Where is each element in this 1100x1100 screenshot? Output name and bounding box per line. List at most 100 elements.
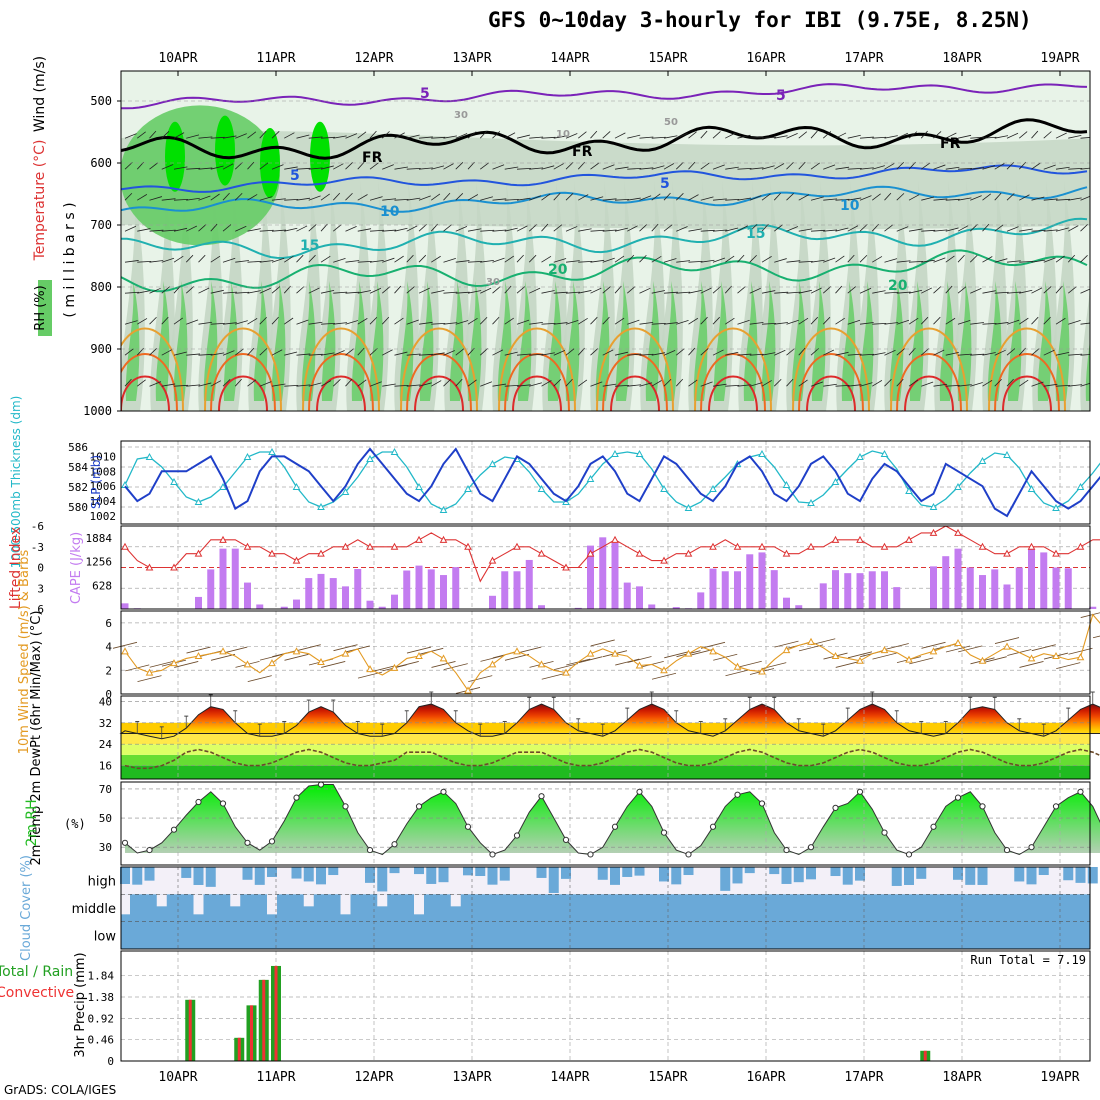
wind-barb: [1031, 259, 1046, 263]
wind-barb: [1043, 131, 1052, 139]
temperature-label: Temperature (°C): [32, 140, 48, 262]
wind-barb: [602, 229, 617, 232]
cape-bar: [893, 587, 901, 609]
cloud-mid-gap: [303, 894, 314, 907]
precip-tick: 1.38: [88, 991, 115, 1004]
wind-barb: [124, 260, 139, 263]
rh2m-line-marker: [268, 838, 276, 845]
rh2m-line-marker: [856, 788, 864, 795]
wind-barb: [761, 193, 771, 201]
wind-barb: [296, 286, 305, 294]
precip-conv-bar: [923, 1050, 927, 1061]
wind-barb: [847, 225, 859, 232]
cloud-high-bar: [1075, 867, 1086, 883]
wind-barb: [749, 167, 764, 170]
precip-legend-conv: Convective: [0, 985, 74, 1001]
wind-barb: [578, 131, 587, 139]
temp-arch: [316, 375, 366, 411]
wind-barb-10m: [406, 646, 432, 654]
wind-barb: [872, 165, 885, 170]
wind-barb: [357, 347, 365, 356]
wind-barb: [149, 287, 161, 294]
wind-barb: [627, 353, 642, 356]
wind-barb: [455, 193, 464, 201]
wind-barb: [333, 135, 347, 139]
wind-barb: [161, 229, 176, 232]
cape-bar: [329, 578, 337, 609]
wind-barb: [578, 290, 592, 294]
lifted-index-line-marker: [1027, 542, 1036, 550]
wind-speed-line-marker: [929, 647, 938, 655]
rh2m-line-marker: [342, 803, 349, 810]
wind-barb: [896, 378, 904, 387]
lifted-index-line-marker: [758, 542, 766, 550]
cape-bar: [1003, 584, 1011, 609]
wind-barb: [957, 353, 972, 356]
cloud-high-bar: [365, 867, 375, 883]
cloud-high-bar: [414, 867, 424, 875]
lifted-index-line-marker: [341, 542, 350, 550]
temp-arch: [504, 353, 570, 411]
wind-barb-10m: [958, 645, 983, 653]
rh2m-line-marker: [979, 803, 986, 810]
wind-barb: [663, 135, 678, 139]
cloud-high-bar: [953, 867, 963, 880]
wind-barb: [1043, 349, 1055, 356]
cape-bar: [623, 582, 631, 609]
wind-barb: [994, 135, 1009, 139]
date-top: 18APR: [942, 51, 981, 66]
wind-barb: [406, 254, 414, 263]
wind-barb: [222, 350, 235, 356]
wind-barb: [418, 136, 433, 139]
cloud-high-bar: [671, 867, 682, 885]
wind-barb: [320, 136, 335, 139]
wind-barb: [1043, 383, 1058, 387]
wind-barb: [798, 379, 808, 387]
wind-barb: [786, 319, 799, 325]
wind-barb: [259, 381, 272, 387]
wind-barb: [345, 348, 354, 356]
cloud-high-bar: [1063, 867, 1074, 881]
wind-barb: [1006, 291, 1021, 294]
thickness-line-marker: [954, 482, 962, 490]
wind-barb: [516, 286, 526, 294]
wind-barb-10m: [1031, 644, 1056, 652]
wind-barb: [455, 162, 464, 170]
wind-barb: [1068, 384, 1083, 387]
wind-barb: [1080, 137, 1090, 139]
wind-speed-line-marker: [145, 668, 154, 676]
wind-barb: [872, 352, 886, 356]
temp-contour: [121, 164, 1088, 193]
thickness-line-marker: [1052, 503, 1060, 511]
wind-barb: [982, 165, 996, 170]
wind-barb: [810, 259, 825, 263]
wind-barb: [381, 316, 390, 325]
lifted-index-line-marker: [415, 535, 423, 543]
wind-barb: [602, 349, 614, 356]
rh2m-line-marker: [954, 794, 962, 801]
wind-barb: [614, 198, 629, 201]
wind-barb: [847, 167, 862, 170]
rh-plume-green: [203, 281, 218, 401]
cape-bar: [881, 571, 888, 609]
lifted-index-line-marker: [145, 563, 154, 571]
wind-barb: [529, 136, 544, 139]
wind-barb: [835, 255, 845, 263]
wind-barb-10m: [112, 641, 138, 649]
rh2m-line-marker: [734, 791, 741, 798]
wind-barb: [406, 384, 421, 387]
wind-barb: [725, 166, 739, 170]
lifted-index-line-marker: [807, 542, 815, 550]
wind-speed-line-marker: [733, 662, 742, 670]
wind-barb: [712, 286, 721, 294]
wind-barb: [553, 163, 564, 170]
wind-barb: [222, 192, 230, 201]
wind-barb: [835, 166, 850, 170]
wind-barb: [480, 287, 492, 294]
wind-barb: [921, 229, 936, 232]
wind-barb: [418, 167, 433, 170]
wind-barb: [443, 258, 456, 263]
wind-barb: [259, 229, 274, 232]
wind-barb: [284, 351, 298, 356]
rh2m-line-marker: [562, 836, 570, 843]
